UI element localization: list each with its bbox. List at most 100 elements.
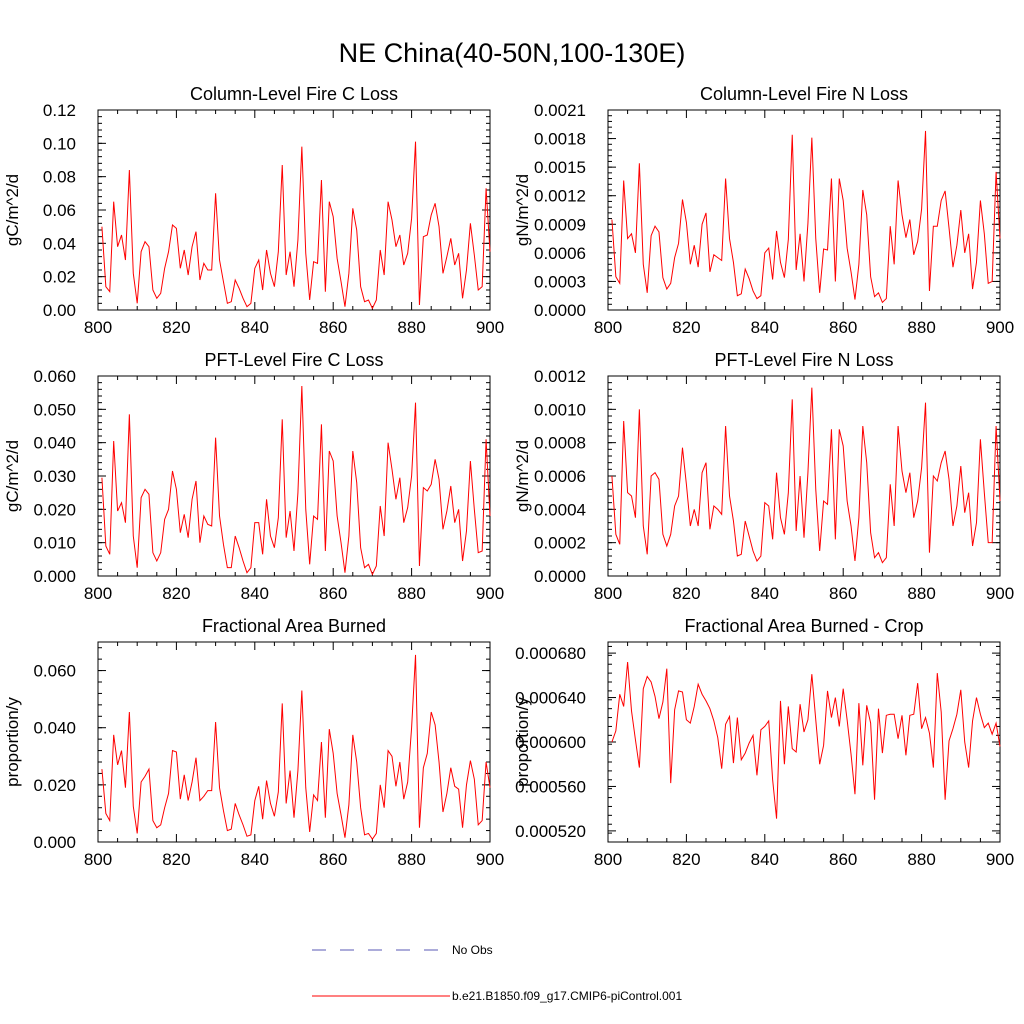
series-line: [101, 654, 491, 841]
y-tick-label: 0.000680: [515, 644, 586, 663]
y-tick-label: 0.000560: [515, 777, 586, 796]
y-tick-label: 0.00: [43, 301, 76, 320]
y-axis-label: gC/m^2/d: [3, 440, 22, 512]
y-tick-label: 0.02: [43, 268, 76, 287]
panel-column-fire-c: 800 820 840 860 880 900 0.00 0.02 0.04 0.06 0.08 0.…: [3, 84, 504, 337]
x-tick-label: 860: [829, 850, 857, 869]
x-tick-label: 820: [162, 584, 190, 603]
panel-area-burned: 800 820 840 860 880 900 0.000 0.020 0.040 0.060 Fr…: [3, 616, 504, 869]
y-tick-label: 0.050: [33, 400, 76, 419]
x-tick-label: 820: [672, 850, 700, 869]
figure-title: NE China(40-50N,100-130E): [339, 38, 686, 68]
x-tick-label: 880: [907, 584, 935, 603]
x-tick-label: 800: [84, 318, 112, 337]
panel-title: PFT-Level Fire N Loss: [714, 350, 893, 370]
y-tick-label: 0.0002: [534, 534, 586, 553]
y-tick-label: 0.0004: [534, 500, 586, 519]
x-tick-label: 820: [672, 318, 700, 337]
y-tick-label: 0.0008: [534, 434, 586, 453]
y-tick-label: 0.0012: [534, 187, 586, 206]
y-axis-label: proportion/y: [3, 697, 22, 787]
x-tick-label: 820: [162, 850, 190, 869]
x-tick-label: 840: [241, 850, 269, 869]
panel-title: Column-Level Fire N Loss: [700, 84, 908, 104]
x-tick-label: 900: [986, 584, 1014, 603]
y-tick-label: 0.030: [33, 467, 76, 486]
panel-pft-fire-n: 800 820 840 860 880 900 0.0000 0.0002 0.0004 0.00…: [513, 350, 1014, 603]
y-tick-label: 0.040: [33, 719, 76, 738]
y-tick-label: 0.020: [33, 776, 76, 795]
x-tick-label: 840: [751, 850, 779, 869]
y-tick-label: 0.060: [33, 662, 76, 681]
y-tick-label: 0.000640: [515, 689, 586, 708]
series-line: [611, 387, 1001, 564]
x-tick-label: 800: [594, 850, 622, 869]
x-tick-label: 820: [162, 318, 190, 337]
series-line: [101, 385, 491, 576]
x-tick-label: 800: [84, 584, 112, 603]
y-axis-label: gC/m^2/d: [3, 174, 22, 246]
x-tick-label: 840: [241, 584, 269, 603]
x-tick-label: 900: [476, 584, 504, 603]
x-tick-label: 900: [986, 850, 1014, 869]
x-tick-label: 860: [829, 318, 857, 337]
legend: No Obs b.e21.B1850.f09_g17.CMIP6-piContr…: [312, 943, 682, 1003]
y-tick-label: 0.06: [43, 201, 76, 220]
y-tick-label: 0.020: [33, 500, 76, 519]
x-tick-label: 860: [319, 318, 347, 337]
y-tick-label: 0.000520: [515, 822, 586, 841]
x-tick-label: 900: [476, 318, 504, 337]
legend-label-model: b.e21.B1850.f09_g17.CMIP6-piControl.001: [452, 989, 682, 1003]
y-tick-label: 0.0012: [534, 367, 586, 386]
x-tick-label: 840: [241, 318, 269, 337]
y-tick-label: 0.060: [33, 367, 76, 386]
y-tick-label: 0.010: [33, 534, 76, 553]
x-tick-label: 880: [397, 318, 425, 337]
x-tick-label: 800: [594, 584, 622, 603]
series-line: [611, 130, 1001, 304]
y-tick-label: 0.04: [43, 234, 76, 253]
y-tick-label: 0.0010: [534, 400, 586, 419]
y-tick-label: 0.0009: [534, 215, 586, 234]
x-tick-label: 840: [751, 318, 779, 337]
x-tick-label: 880: [397, 850, 425, 869]
y-tick-label: 0.0003: [534, 272, 586, 291]
series-line: [611, 661, 1001, 819]
series-line: [101, 141, 491, 310]
panel-title: PFT-Level Fire C Loss: [204, 350, 383, 370]
y-tick-label: 0.000: [33, 567, 76, 586]
panel-column-fire-n: 800 820 840 860 880 900 0.0000 0.0003 0.0006 0.00…: [513, 84, 1014, 337]
y-tick-label: 0.000: [33, 833, 76, 852]
x-tick-label: 800: [84, 850, 112, 869]
x-tick-label: 860: [319, 850, 347, 869]
x-tick-label: 840: [751, 584, 779, 603]
panel-title: Fractional Area Burned: [202, 616, 386, 636]
panel-area-burned-crop: 800 820 840 860 880 900 0.000520 0.000560 0.0006…: [513, 616, 1014, 869]
y-axis-label: gN/m^2/d: [513, 174, 532, 246]
y-tick-label: 0.0015: [534, 158, 586, 177]
x-tick-label: 880: [397, 584, 425, 603]
panel-title: Column-Level Fire C Loss: [190, 84, 398, 104]
x-tick-label: 880: [907, 850, 935, 869]
x-tick-label: 860: [829, 584, 857, 603]
y-axis-label: gN/m^2/d: [513, 440, 532, 512]
x-tick-label: 880: [907, 318, 935, 337]
y-axis-label: proportion/y: [513, 697, 532, 787]
legend-label-no-obs: No Obs: [452, 943, 493, 957]
y-tick-label: 0.0006: [534, 244, 586, 263]
y-tick-label: 0.0006: [534, 467, 586, 486]
x-tick-label: 900: [986, 318, 1014, 337]
y-tick-label: 0.12: [43, 101, 76, 120]
x-tick-label: 900: [476, 850, 504, 869]
y-tick-label: 0.10: [43, 134, 76, 153]
y-tick-label: 0.000600: [515, 733, 586, 752]
y-tick-label: 0.0018: [534, 130, 586, 149]
y-tick-label: 0.0000: [534, 567, 586, 586]
panel-pft-fire-c: 800 820 840 860 880 900 0.000 0.010 0.020 0.030 0.…: [3, 350, 504, 603]
y-tick-label: 0.040: [33, 434, 76, 453]
y-tick-label: 0.08: [43, 168, 76, 187]
y-tick-label: 0.0021: [534, 101, 586, 120]
plot-frame: [97, 109, 491, 311]
x-tick-label: 860: [319, 584, 347, 603]
